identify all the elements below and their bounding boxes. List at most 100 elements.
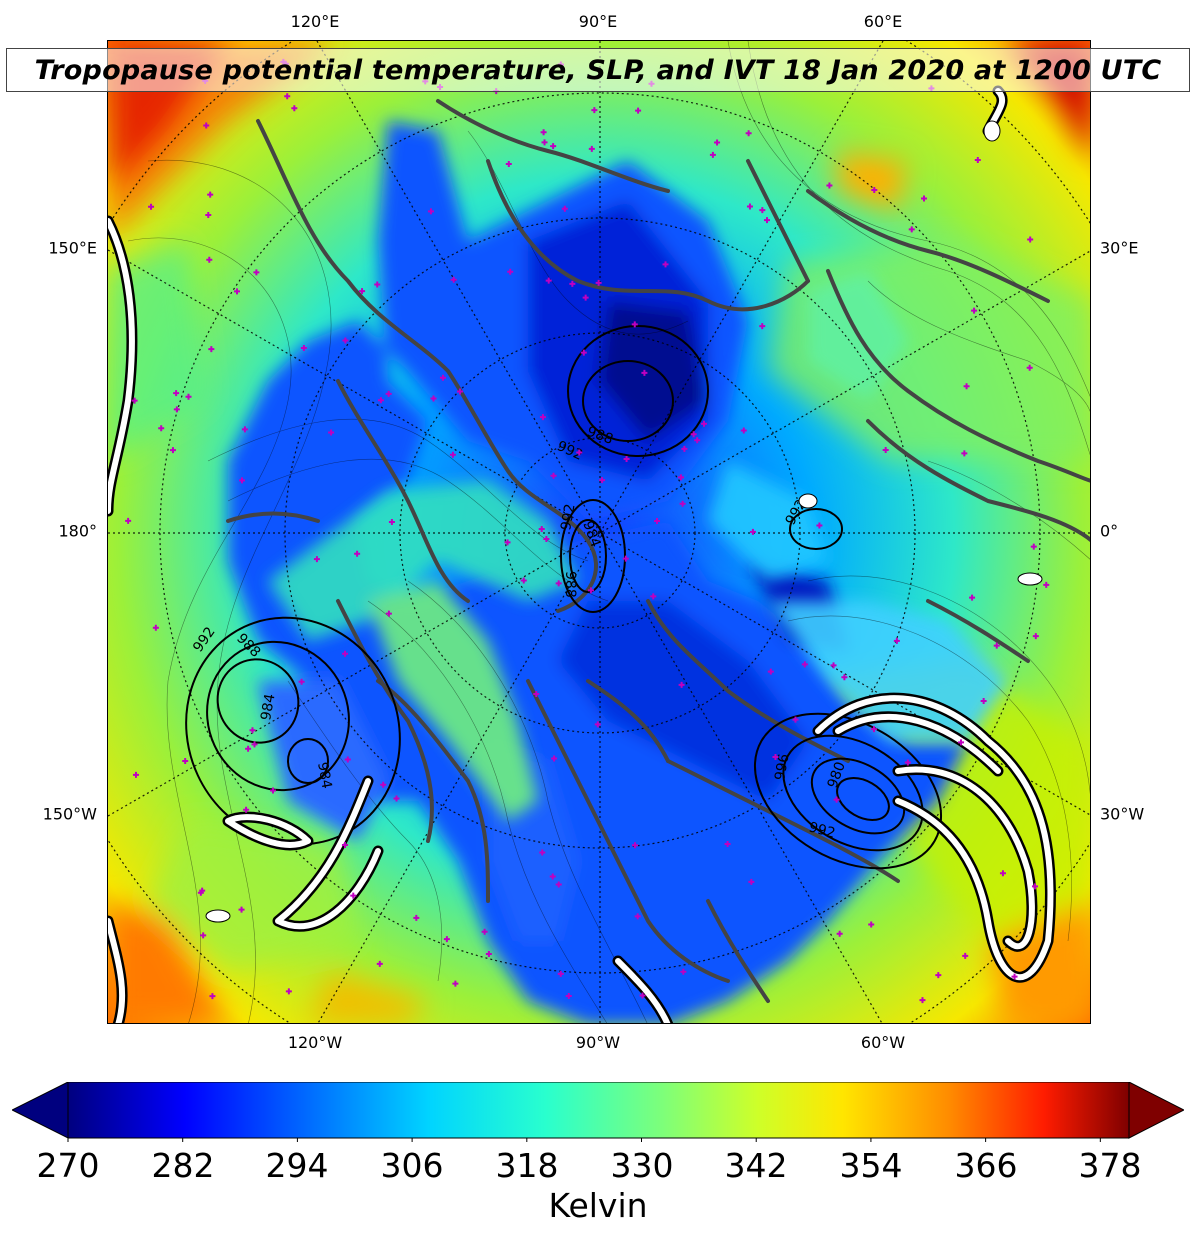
- station-marker: [969, 594, 976, 601]
- station-marker: [132, 771, 139, 778]
- station-marker: [958, 739, 965, 746]
- station-marker: [971, 307, 978, 314]
- lon-label-right-0: 0°: [1100, 521, 1119, 541]
- colorbar-tick: 270: [36, 1146, 100, 1185]
- station-marker: [393, 795, 400, 802]
- colorbar-tick: 282: [151, 1146, 215, 1185]
- station-marker: [555, 881, 562, 888]
- station-marker: [158, 425, 165, 432]
- station-marker: [680, 968, 687, 975]
- station-marker: [533, 690, 540, 697]
- station-marker: [284, 93, 291, 100]
- station-marker: [551, 755, 558, 762]
- station-marker: [749, 528, 756, 535]
- station-marker: [748, 878, 755, 885]
- colorbar-body: [67, 1081, 1130, 1139]
- station-marker: [300, 345, 307, 352]
- colorbar-extend-max: [1128, 1081, 1186, 1139]
- station-marker: [507, 268, 514, 275]
- station-marker: [449, 451, 456, 458]
- station-marker: [826, 182, 833, 189]
- station-marker: [678, 681, 685, 688]
- station-marker: [439, 374, 446, 381]
- station-marker: [173, 390, 180, 397]
- lon-label-bottom-60w: 60°W: [860, 1033, 906, 1052]
- station-marker: [359, 288, 366, 295]
- station-marker: [413, 914, 420, 921]
- station-marker: [543, 536, 550, 543]
- station-marker: [935, 972, 942, 979]
- station-marker: [245, 745, 252, 752]
- station-marker: [1011, 973, 1018, 980]
- station-marker: [1027, 236, 1034, 243]
- colorbar-tick: 354: [839, 1146, 903, 1185]
- colorbar-tick: 318: [495, 1146, 559, 1185]
- station-marker: [635, 107, 642, 114]
- station-marker: [816, 522, 823, 529]
- station-marker: [452, 980, 459, 987]
- station-marker: [540, 129, 547, 136]
- colorbar: [10, 1081, 1186, 1142]
- station-marker: [545, 277, 552, 284]
- station-marker: [690, 431, 697, 438]
- station-marker: [700, 420, 707, 427]
- station-marker: [443, 936, 450, 943]
- station-marker: [539, 414, 546, 421]
- station-marker: [298, 678, 305, 685]
- lon-label-left-150w: 150°W: [42, 804, 97, 824]
- lon-label-right-30w: 30°W: [1100, 804, 1145, 824]
- station-marker: [481, 928, 488, 935]
- lon-label-right-30e: 30°E: [1100, 238, 1139, 258]
- colorbar-tick: 366: [954, 1146, 1018, 1185]
- map-panel: 988 992 992 984 988 992 992 988 984 984 …: [107, 40, 1091, 1024]
- station-marker: [759, 323, 766, 330]
- station-marker: [759, 207, 766, 214]
- station-marker: [550, 472, 557, 479]
- station-marker: [344, 756, 351, 763]
- station-marker: [841, 674, 848, 681]
- station-marker: [745, 130, 752, 137]
- station-marker: [388, 518, 395, 525]
- station-marker: [836, 930, 843, 937]
- station-marker: [714, 139, 721, 146]
- slp-label: 984: [314, 761, 334, 790]
- station-marker: [993, 642, 1000, 649]
- station-marker: [871, 186, 878, 193]
- coastlines: [226, 99, 1090, 1003]
- station-marker: [243, 806, 250, 813]
- slp-label: 984: [258, 693, 278, 722]
- station-marker: [580, 349, 587, 356]
- station-marker: [974, 156, 981, 163]
- station-marker: [639, 992, 646, 999]
- station-marker: [595, 279, 602, 286]
- colorbar-graphic: [10, 1081, 1186, 1142]
- station-marker: [457, 388, 464, 395]
- station-marker: [557, 970, 564, 977]
- slp-label: 992: [558, 503, 578, 532]
- station-marker: [962, 952, 969, 959]
- station-marker: [376, 960, 383, 967]
- station-marker: [1032, 883, 1039, 890]
- station-marker: [870, 726, 877, 733]
- colorbar-tick: 330: [610, 1146, 674, 1185]
- station-marker: [182, 758, 189, 765]
- station-marker: [921, 195, 928, 202]
- lon-label-left-150e: 150°E: [48, 238, 97, 258]
- lon-label-left-180: 180°: [58, 521, 97, 541]
- station-marker: [1032, 633, 1039, 640]
- station-marker: [505, 160, 512, 167]
- station-marker: [654, 517, 661, 524]
- station-marker: [313, 556, 320, 563]
- colorbar-extend-min: [10, 1081, 69, 1139]
- station-marker: [1026, 364, 1033, 371]
- station-marker: [342, 650, 349, 657]
- station-marker: [594, 721, 601, 728]
- station-marker: [830, 662, 837, 669]
- station-markers: [125, 58, 1050, 1004]
- station-marker: [253, 269, 260, 276]
- station-marker: [904, 759, 911, 766]
- station-marker: [430, 395, 437, 402]
- station-marker: [961, 450, 968, 457]
- slp-label: 996: [772, 753, 792, 782]
- lon-label-top-90e: 90°E: [578, 12, 618, 31]
